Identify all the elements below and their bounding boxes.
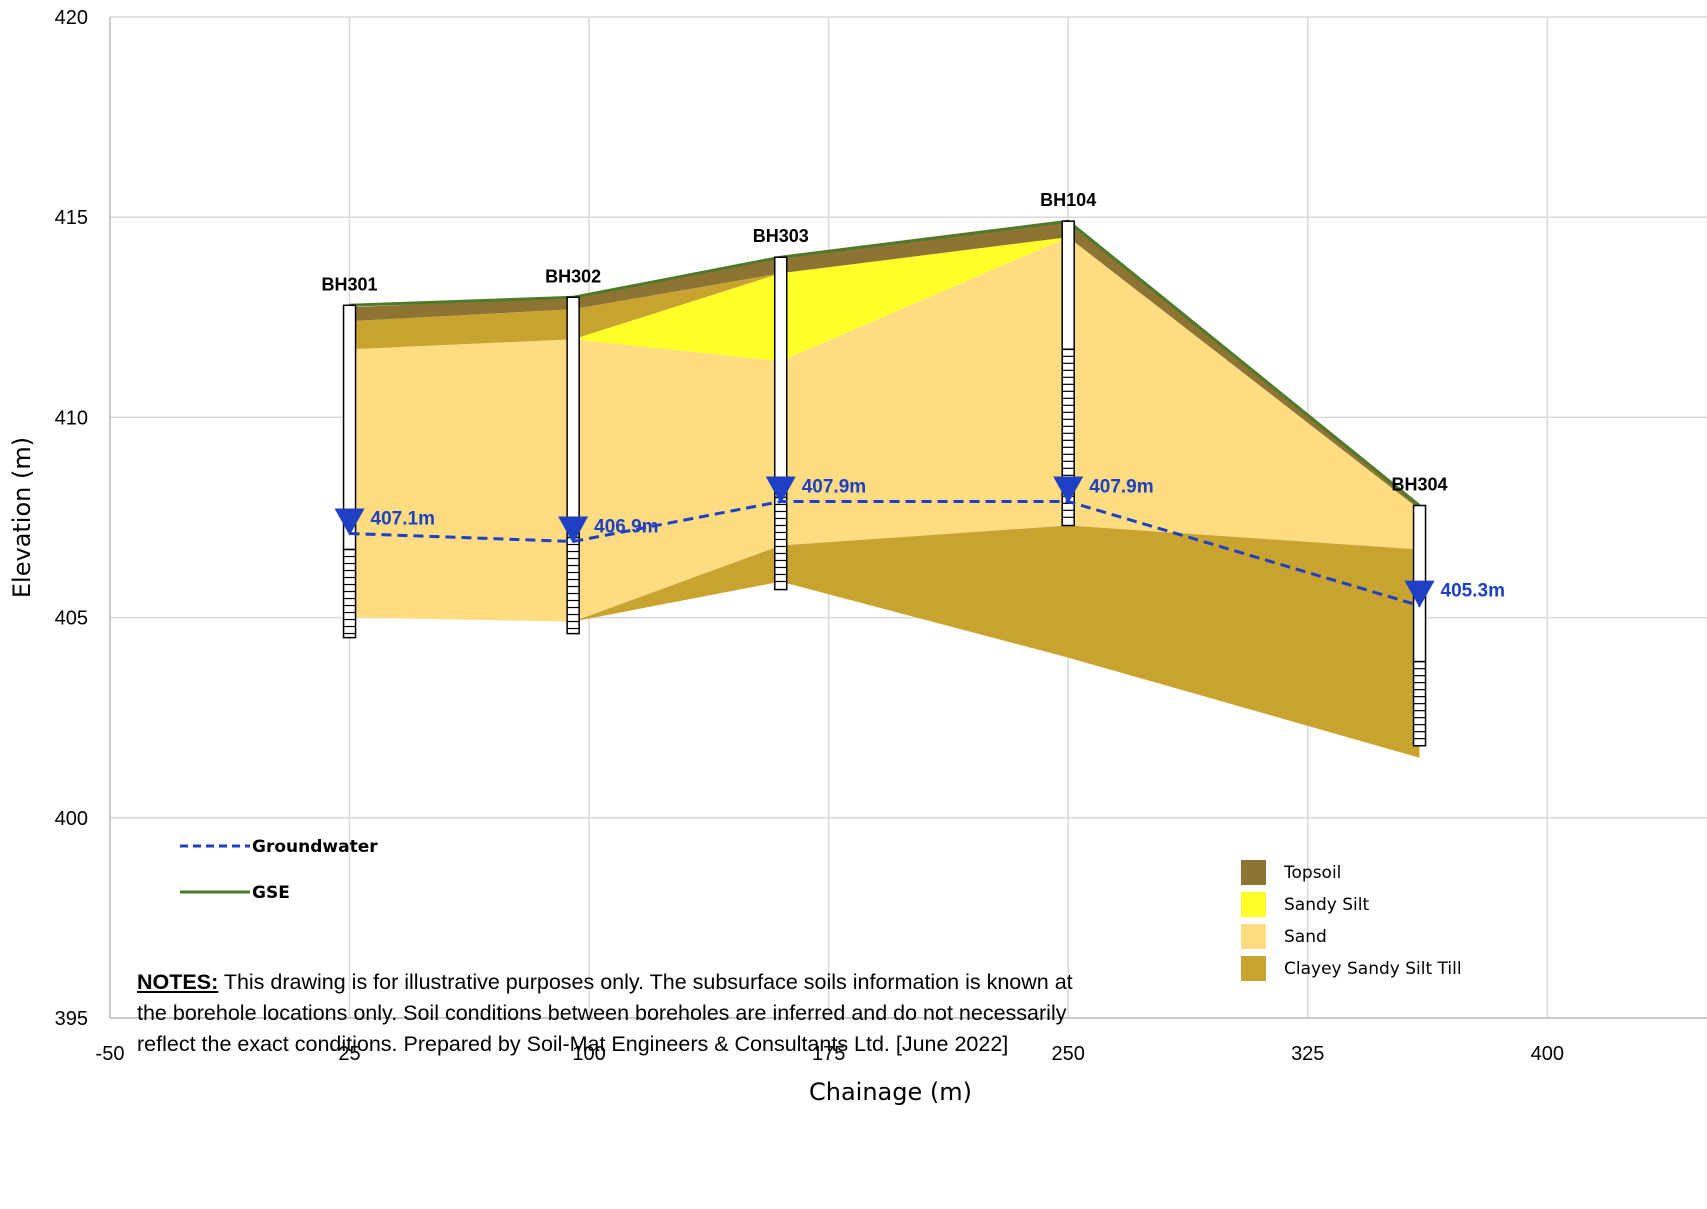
legend-label-soil: Sandy Silt [1284,895,1369,915]
borehole-label: BH302 [545,266,601,286]
borehole-label: BH301 [322,274,378,294]
water-level-label: 407.1m [371,509,435,530]
water-level-marker-icon [558,516,589,544]
borehole-screen [342,548,357,639]
legend-label-gse: GSE [252,883,290,903]
borehole-casing [1061,220,1075,351]
water-level-label: 407.9m [802,476,866,497]
x-tick-label: 175 [812,1043,845,1065]
borehole-label: BH304 [1392,474,1448,494]
water-level-marker-icon [1053,476,1084,504]
legend-swatch-soil [1241,892,1266,917]
borehole-casing [773,256,788,499]
water-level-label: 405.3m [1441,581,1505,602]
groundwater-line: 407.1m 406.9m 407.9m 407.9m 405.3m [334,476,1505,608]
legend-swatch-soil [1241,956,1266,981]
y-tick-label: 410 [55,407,88,429]
borehole-casing [566,296,580,539]
axes: 395 400 405 410 415 420 -50 25 100 175 250 325 400 Ch… [8,7,1707,1106]
layer-clayey-sandy-silt-till [573,525,1420,758]
borehole-label: BH303 [753,226,809,246]
legend-label-soil: Clayey Sandy Silt Till [1284,959,1462,979]
x-tick-label: 400 [1531,1043,1564,1065]
water-level-marker-icon [1404,580,1435,608]
notes-box: NOTES: This drawing is for illustrative … [137,967,1097,1060]
y-axis-title: Elevation (m) [8,437,36,598]
water-level-marker-icon [334,508,365,536]
borehole-label: BH104 [1040,190,1096,210]
x-axis-title: Chainage (m) [809,1078,972,1106]
x-tick-label: 325 [1291,1043,1324,1065]
legend-label-groundwater: Groundwater [252,837,378,857]
legend-swatch-soil [1241,924,1266,949]
x-tick-label: -50 [96,1043,125,1065]
legend-label-soil: Topsoil [1283,863,1341,883]
water-level-label: 406.9m [594,517,658,538]
water-level-label: 407.9m [1089,476,1153,497]
y-tick-label: 420 [55,7,88,29]
legend-label-soil: Sand [1284,927,1327,947]
layer-topsoil [349,221,1420,510]
water-level-marker-icon [765,476,796,504]
boreholes: BH301 BH302 BH303 BH104 BH304 [322,190,1448,747]
layer-clayey-sandy-silt-till [349,273,781,350]
x-tick-label: 100 [572,1043,605,1065]
legend-swatch-soil [1241,860,1266,885]
y-tick-label: 405 [55,608,88,630]
soil-layers [349,221,1420,758]
x-tick-label: 250 [1052,1043,1085,1065]
y-tick-label: 415 [55,207,88,229]
y-tick-label: 395 [55,1008,88,1030]
y-tick-label: 400 [55,808,88,830]
layer-sandy-silt [573,237,1069,362]
notes-lead: NOTES: [137,970,219,994]
legend: Groundwater GSE Topsoil Sandy Silt Sand Claye… [180,837,1462,981]
x-tick-label: 25 [338,1043,360,1065]
notes-body: This drawing is for illustrative purpose… [137,970,1073,1056]
